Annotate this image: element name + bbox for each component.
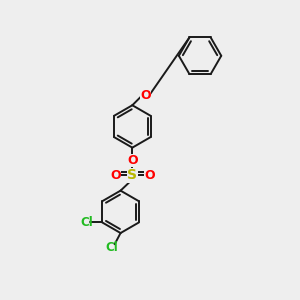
Text: O: O	[110, 169, 121, 182]
Text: S: S	[127, 168, 137, 182]
Text: O: O	[140, 89, 151, 102]
Text: Cl: Cl	[105, 241, 118, 254]
Text: Cl: Cl	[80, 216, 93, 229]
Text: O: O	[144, 169, 155, 182]
Text: O: O	[127, 154, 138, 166]
